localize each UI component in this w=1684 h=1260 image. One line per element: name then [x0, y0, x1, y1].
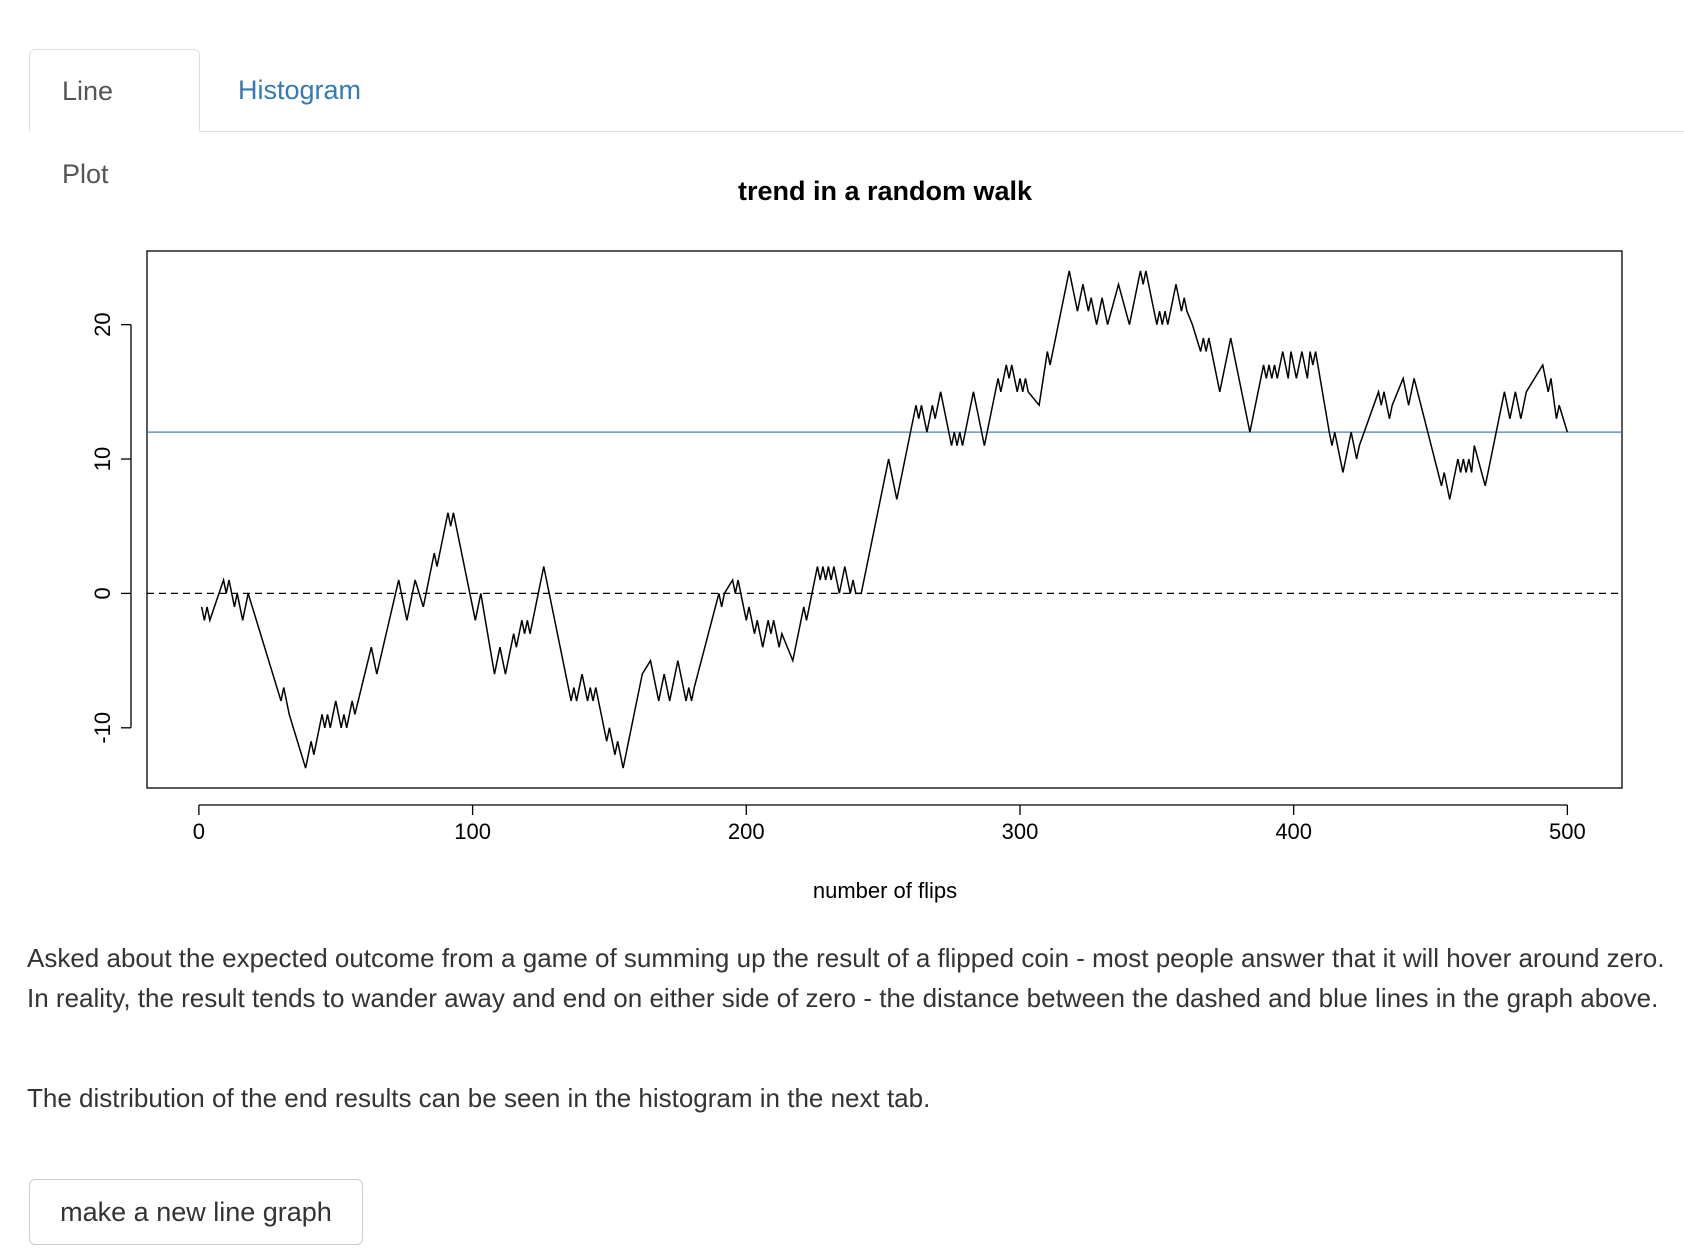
x-tick-label: 300 — [1002, 819, 1039, 844]
x-tick-label: 500 — [1549, 819, 1586, 844]
walk-line — [200, 270, 1569, 769]
plot-frame — [146, 250, 1623, 789]
x-axis-label: number of flips — [813, 878, 957, 903]
description: Asked about the expected outcome from a … — [27, 943, 1665, 1013]
tab-link[interactable]: Histogram — [238, 75, 362, 105]
new-graph-button[interactable]: make a new line graph — [29, 1179, 363, 1245]
x-tick-label: 0 — [193, 819, 205, 844]
y-tick-label: -10 — [90, 712, 115, 744]
chart-title: trend in a random walk — [738, 176, 1033, 206]
tab-border — [29, 131, 1684, 132]
x-tick-label: 200 — [728, 819, 765, 844]
x-tick-label: 400 — [1275, 819, 1312, 844]
description: The distribution of the end results can … — [27, 1083, 931, 1113]
y-tick-label: 10 — [90, 447, 115, 471]
y-tick-label: 0 — [90, 587, 115, 599]
tab-active[interactable]: Line Plot — [29, 49, 200, 189]
x-tick-label: 100 — [454, 819, 491, 844]
y-tick-label: 20 — [90, 312, 115, 336]
chart: trend in a random walk number of flips 0… — [90, 176, 1623, 903]
